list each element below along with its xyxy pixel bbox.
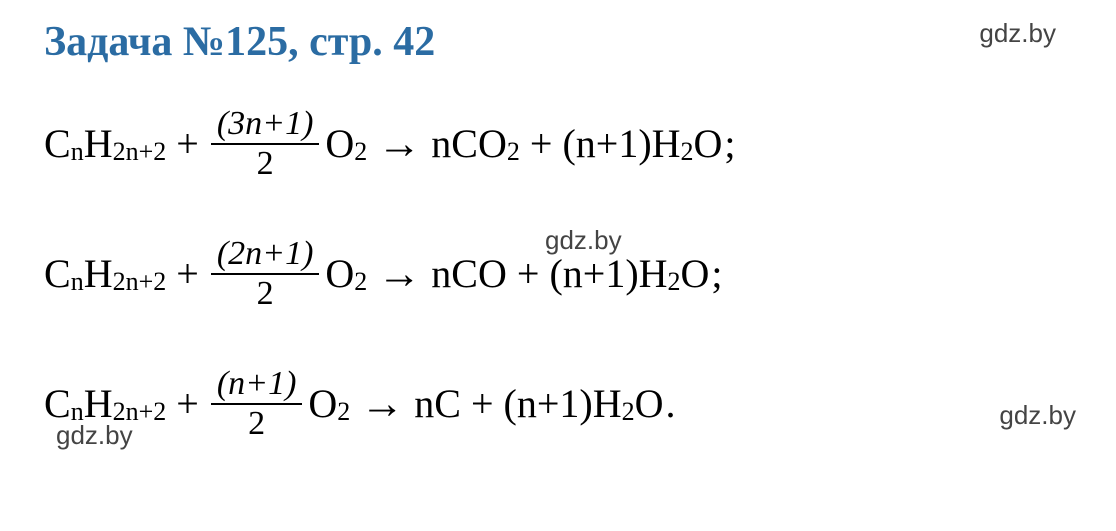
product-h2o: (n+1)H2O xyxy=(549,254,709,294)
plus-sign: + xyxy=(471,384,494,424)
plus-sign: + xyxy=(530,124,553,164)
problem-heading: Задача №125, стр. 42 xyxy=(44,18,1072,66)
terminator: ; xyxy=(711,254,722,294)
product-c: nC xyxy=(414,384,461,424)
terminator: ; xyxy=(724,124,735,164)
plus-sign: + xyxy=(517,254,540,294)
oxygen-coefficient-fraction: (2n+1) 2 xyxy=(211,237,320,311)
oxygen: O2 xyxy=(308,384,350,424)
oxygen-coefficient-fraction: (n+1) 2 xyxy=(211,367,303,441)
product-co2: nCO2 xyxy=(431,124,520,164)
oxygen: O2 xyxy=(325,124,367,164)
equation-1: CnH2n+2 + (3n+1) 2 O2 → nCO2 + (n+1)H2O … xyxy=(44,94,1072,194)
terminator: . xyxy=(666,384,676,424)
watermark-top-right: gdz.by xyxy=(979,18,1056,49)
product-h2o: (n+1)H2O xyxy=(504,384,664,424)
plus-sign: + xyxy=(176,254,199,294)
arrow-icon: → xyxy=(377,252,421,296)
equation-3: CnH2n+2 + (n+1) 2 O2 → nC + (n+1)H2O . xyxy=(44,354,1072,454)
reactant-alkane: CnH2n+2 xyxy=(44,254,166,294)
arrow-icon: → xyxy=(360,382,404,426)
oxygen: O2 xyxy=(325,254,367,294)
watermark-middle: gdz.by xyxy=(545,225,622,256)
arrow-icon: → xyxy=(377,122,421,166)
product-h2o: (n+1)H2O xyxy=(562,124,722,164)
plus-sign: + xyxy=(176,124,199,164)
watermark-bottom-right: gdz.by xyxy=(999,400,1076,431)
product-co: nCO xyxy=(431,254,507,294)
oxygen-coefficient-fraction: (3n+1) 2 xyxy=(211,107,320,181)
plus-sign: + xyxy=(176,384,199,424)
reactant-alkane: CnH2n+2 xyxy=(44,124,166,164)
reactant-alkane: CnH2n+2 xyxy=(44,384,166,424)
